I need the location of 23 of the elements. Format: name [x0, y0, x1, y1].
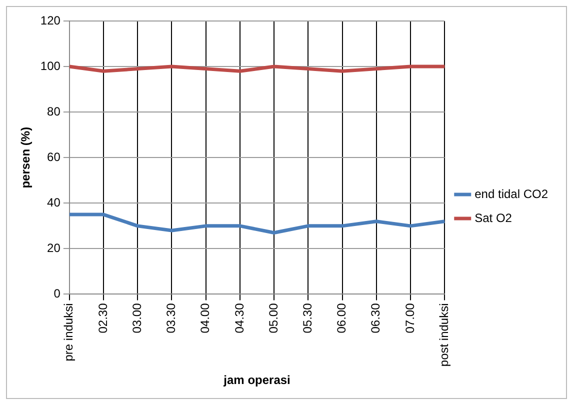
- x-tick-label: 05.00: [266, 302, 280, 334]
- x-axis-title: jam operasi: [222, 373, 290, 388]
- y-tick-label: 100: [40, 58, 61, 73]
- y-tick-label: 120: [40, 13, 61, 28]
- y-tick-label: 0: [54, 286, 61, 301]
- y-tick-label: 20: [47, 241, 61, 256]
- y-tick-label: 40: [47, 195, 61, 210]
- x-tick-label: 07.00: [402, 302, 417, 334]
- y-tick-label: 60: [47, 150, 61, 164]
- y-tick-label: 80: [47, 104, 61, 118]
- x-tick-label: 02.30: [96, 302, 110, 334]
- x-tick-label: post induksi: [436, 303, 451, 367]
- legend-label: end tidal CO2: [474, 186, 548, 201]
- x-tick-label: pre induksi: [62, 303, 76, 362]
- x-tick-label: 06.00: [334, 302, 349, 334]
- y-axis-title: persen (%): [18, 126, 33, 188]
- x-tick-label: 06.30: [368, 302, 383, 334]
- x-tick-label: 03.30: [164, 302, 178, 334]
- x-tick-label: 05.30: [300, 302, 314, 334]
- x-tick-label: 03.00: [130, 302, 144, 334]
- legend-label: Sat O2: [474, 210, 512, 225]
- x-tick-label: 04.00: [198, 302, 212, 334]
- x-tick-label: 04.30: [232, 302, 246, 334]
